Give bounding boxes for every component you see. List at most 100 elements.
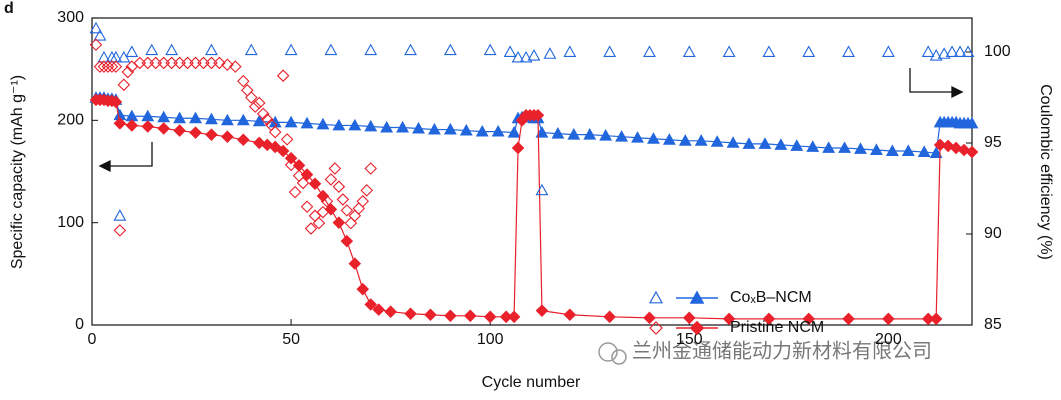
capacity-marker: [662, 133, 676, 145]
efficiency-marker: [181, 56, 194, 70]
capacity-marker: [332, 118, 346, 131]
efficiency-marker: [113, 224, 127, 237]
capacity-marker: [464, 309, 477, 323]
panel-label: d: [4, 0, 14, 17]
efficiency-marker: [149, 56, 162, 70]
capacity-marker: [300, 116, 314, 129]
capacity-marker: [316, 189, 330, 203]
capacity-marker: [372, 303, 385, 316]
capacity-marker: [929, 312, 943, 326]
y2-tick-label: 90: [984, 225, 1002, 242]
efficiency-marker: [722, 45, 736, 57]
left-arrow: [98, 142, 153, 173]
efficiency-marker: [165, 43, 179, 56]
efficiency-marker: [284, 158, 298, 172]
y-tick-label: 100: [57, 214, 84, 231]
capacity-marker: [300, 168, 314, 181]
y2-axis-label: Coulombic efficiency (%): [1037, 84, 1054, 260]
efficiency-marker: [324, 173, 338, 186]
capacity-marker: [683, 311, 696, 325]
y-axis-label: Specific capacity (mAh g⁻¹): [9, 75, 26, 269]
series: [89, 91, 979, 159]
series: [89, 38, 378, 237]
y2-tick-label: 85: [984, 316, 1002, 333]
efficiency-marker: [145, 43, 159, 56]
x-tick-label: 150: [676, 331, 703, 348]
efficiency-marker: [268, 125, 282, 139]
capacity-marker: [722, 312, 736, 326]
efficiency-marker: [364, 162, 378, 175]
capacity-marker: [205, 128, 218, 141]
capacity-marker: [380, 120, 394, 133]
efficiency-marker: [117, 78, 131, 92]
capacity-marker: [125, 119, 139, 132]
capacity-marker: [109, 95, 123, 109]
efficiency-marker: [320, 194, 334, 208]
capacity-marker: [348, 118, 362, 131]
capacity-marker: [758, 137, 772, 149]
efficiency-marker: [113, 209, 127, 221]
capacity-marker: [806, 140, 820, 152]
efficiency-marker: [603, 45, 617, 57]
capacity-marker: [631, 131, 644, 143]
capacity-marker: [308, 177, 322, 191]
efficiency-marker: [97, 50, 111, 63]
efficiency-marker: [288, 185, 302, 199]
capacity-marker: [444, 309, 457, 323]
capacity-marker: [475, 124, 489, 137]
efficiency-marker: [276, 69, 290, 82]
efficiency-marker: [643, 45, 656, 57]
capacity-marker: [276, 144, 290, 158]
capacity-marker: [252, 114, 266, 127]
capacity-marker: [316, 117, 330, 130]
capacity-marker: [113, 117, 127, 130]
efficiency-marker: [165, 56, 178, 70]
efficiency-marker: [842, 45, 855, 57]
efficiency-marker: [802, 45, 816, 57]
efficiency-marker: [762, 45, 776, 57]
right-arrow: [909, 68, 964, 99]
efficiency-marker: [364, 43, 378, 56]
capacity-marker: [882, 312, 895, 326]
y-tick-label: 0: [75, 316, 84, 333]
capacity-marker: [599, 129, 613, 141]
capacity-marker: [802, 312, 816, 326]
efficiency-marker: [519, 50, 533, 63]
capacity-marker: [189, 111, 202, 124]
capacity-marker: [483, 310, 497, 324]
capacity-marker: [647, 132, 660, 144]
efficiency-marker: [945, 45, 959, 57]
y-tick-label: 300: [57, 9, 84, 26]
capacity-marker: [157, 122, 170, 135]
capacity-marker: [535, 304, 549, 317]
efficiency-marker: [682, 45, 696, 57]
capacity-marker: [424, 308, 437, 322]
capacity-marker: [356, 282, 370, 296]
efficiency-marker: [316, 205, 330, 219]
capacity-marker: [141, 120, 155, 133]
legend-marker: [689, 320, 705, 336]
efficiency-marker: [248, 100, 262, 113]
capacity-marker: [838, 141, 852, 153]
capacity-marker: [933, 138, 947, 152]
capacity-marker: [173, 124, 186, 137]
efficiency-marker: [252, 96, 266, 110]
efficiency-marker: [237, 74, 250, 88]
capacity-marker: [551, 127, 565, 139]
efficiency-marker: [157, 56, 170, 70]
capacity-marker: [603, 310, 616, 324]
efficiency-marker: [173, 56, 186, 70]
efficiency-marker: [101, 60, 115, 73]
efficiency-marker: [483, 43, 497, 56]
x-axis-label: Cycle number: [482, 374, 581, 391]
efficiency-marker: [296, 176, 310, 190]
x-tick-label: 50: [282, 331, 300, 348]
capacity-marker: [507, 125, 521, 138]
capacity-marker: [869, 143, 883, 155]
efficiency-marker: [352, 202, 366, 215]
capacity-marker: [404, 307, 417, 321]
watermark: 兰州金通储能动力新材料有限公司: [598, 339, 932, 365]
efficiency-marker: [961, 45, 975, 57]
capacity-marker: [428, 122, 441, 135]
capacity-marker: [774, 138, 788, 150]
